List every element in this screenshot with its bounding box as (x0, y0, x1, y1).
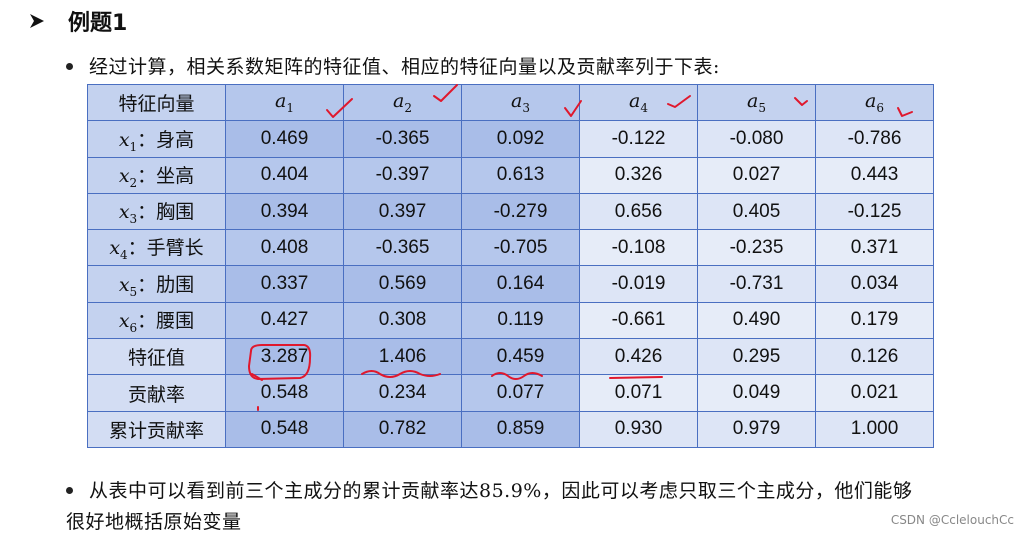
table-cell: 0.021 (815, 374, 934, 412)
table-cell: 0.049 (697, 374, 816, 412)
table-cell: 0.405 (697, 192, 816, 231)
table-cell: 0.404 (225, 156, 344, 194)
column-header: a3 (461, 83, 580, 122)
table-cell: 0.119 (461, 301, 580, 340)
table-cell: 0.782 (343, 410, 462, 448)
intro-text: 经过计算，相关系数矩阵的特征值、相应的特征向量以及贡献率列于下表: (89, 56, 720, 78)
table-row: 贡献率 0.548 0.234 0.077 0.071 0.049 0.021 (87, 374, 934, 412)
column-header: a6 (815, 83, 934, 122)
table-cell: 0.569 (343, 265, 462, 303)
table-cell: 0.979 (697, 410, 816, 448)
row-header: x5：肋围 (87, 265, 226, 303)
page-title: 例题1 (68, 11, 128, 36)
table-body: x1：身高 0.469 -0.365 0.092 -0.122 -0.080 -0.786 x… (87, 120, 934, 448)
row-header: x6：腰围 (87, 301, 226, 340)
table-cell: -0.279 (461, 192, 580, 231)
table-cell: -0.365 (343, 229, 462, 267)
table-cell: -0.108 (579, 229, 698, 267)
column-header: a2 (343, 83, 462, 122)
column-header: a1 (225, 83, 344, 122)
column-header: a4 (579, 83, 698, 122)
table-cell: 0.034 (815, 265, 934, 303)
table-cell: 0.459 (461, 338, 580, 376)
table-cell: -0.235 (697, 229, 816, 267)
bullet-dot-icon (66, 62, 73, 70)
table-cell: -0.365 (343, 120, 462, 158)
table-cell: 0.092 (461, 120, 580, 158)
table-cell: 0.656 (579, 192, 698, 231)
table-row: x2：坐高 0.404 -0.397 0.613 0.326 0.027 0.443 (87, 156, 934, 194)
table-cell: -0.080 (697, 120, 816, 158)
table-cell: 0.179 (815, 301, 934, 340)
conclusion-text-line1: 从表中可以看到前三个主成分的累计贡献率达85.9%，因此可以考虑只取三个主成分，… (89, 480, 913, 502)
table-cell: -0.125 (815, 192, 934, 231)
table-cell: 0.308 (343, 301, 462, 340)
table-cell: 0.397 (343, 192, 462, 231)
row-header: 特征值 (87, 338, 226, 376)
table-cell: 0.427 (225, 301, 344, 340)
table-cell: 0.613 (461, 156, 580, 194)
eigen-table: 特征向量 a1 a2 a3 a4 a5 a6 x1：身高 0.469 -0.365 0… (87, 83, 934, 448)
table-row: x6：腰围 0.427 0.308 0.119 -0.661 0.490 0.179 (87, 301, 934, 340)
corner-header: 特征向量 (87, 83, 226, 122)
table-row: x3：胸围 0.394 0.397 -0.279 0.656 0.405 -0.125 (87, 192, 934, 231)
table-cell: 0.234 (343, 374, 462, 412)
row-header: x2：坐高 (87, 156, 226, 194)
table-row: 累计贡献率 0.548 0.782 0.859 0.930 0.979 1.000 (87, 410, 934, 448)
table-cell: 0.490 (697, 301, 816, 340)
table-row: x5：肋围 0.337 0.569 0.164 -0.019 -0.731 0.034 (87, 265, 934, 303)
table-cell: -0.122 (579, 120, 698, 158)
table-cell: 1.000 (815, 410, 934, 448)
table-cell: 0.071 (579, 374, 698, 412)
table-cell: 3.287 (225, 338, 344, 376)
bullet-dot-icon (66, 486, 73, 494)
watermark: CSDN @CclelouchCc (890, 513, 1014, 527)
table-cell: 0.077 (461, 374, 580, 412)
table-header-row: 特征向量 a1 a2 a3 a4 a5 a6 (87, 83, 934, 122)
row-header: x1：身高 (87, 120, 226, 158)
table-cell: 0.859 (461, 410, 580, 448)
table-cell: 0.027 (697, 156, 816, 194)
table-cell: 0.426 (579, 338, 698, 376)
table-cell: -0.019 (579, 265, 698, 303)
table-cell: 0.408 (225, 229, 344, 267)
table-cell: 0.164 (461, 265, 580, 303)
conclusion-paragraph: 从表中可以看到前三个主成分的累计贡献率达85.9%，因此可以考虑只取三个主成分，… (66, 476, 1026, 538)
table-cell: 0.930 (579, 410, 698, 448)
title-row: 例题1 (28, 6, 127, 36)
row-header: 贡献率 (87, 374, 226, 412)
row-header: 累计贡献率 (87, 410, 226, 448)
table-cell: -0.731 (697, 265, 816, 303)
table-cell: 0.337 (225, 265, 344, 303)
table-cell: 0.469 (225, 120, 344, 158)
row-header: x4：手臂长 (87, 229, 226, 267)
table-cell: -0.397 (343, 156, 462, 194)
table-cell: 0.443 (815, 156, 934, 194)
table-cell: 0.295 (697, 338, 816, 376)
column-header: a5 (697, 83, 816, 122)
table-cell: 0.126 (815, 338, 934, 376)
arrow-bullet-icon (30, 14, 44, 28)
row-header: x3：胸围 (87, 192, 226, 231)
table-cell: 0.394 (225, 192, 344, 231)
table-cell: 0.326 (579, 156, 698, 194)
table-cell: 0.371 (815, 229, 934, 267)
intro-paragraph: 经过计算，相关系数矩阵的特征值、相应的特征向量以及贡献率列于下表: (66, 52, 720, 79)
table-row: x1：身高 0.469 -0.365 0.092 -0.122 -0.080 -0.786 (87, 120, 934, 158)
table-cell: 1.406 (343, 338, 462, 376)
table-cell: 0.548 (225, 374, 344, 412)
table-cell: -0.661 (579, 301, 698, 340)
table-cell: -0.705 (461, 229, 580, 267)
table-row: x4：手臂长 0.408 -0.365 -0.705 -0.108 -0.235 0.371 (87, 229, 934, 267)
table-row: 特征值 3.287 1.406 0.459 0.426 0.295 0.126 (87, 338, 934, 376)
table-cell: 0.548 (225, 410, 344, 448)
table-cell: -0.786 (815, 120, 934, 158)
conclusion-text-line2: 很好地概括原始变量 (66, 511, 242, 533)
